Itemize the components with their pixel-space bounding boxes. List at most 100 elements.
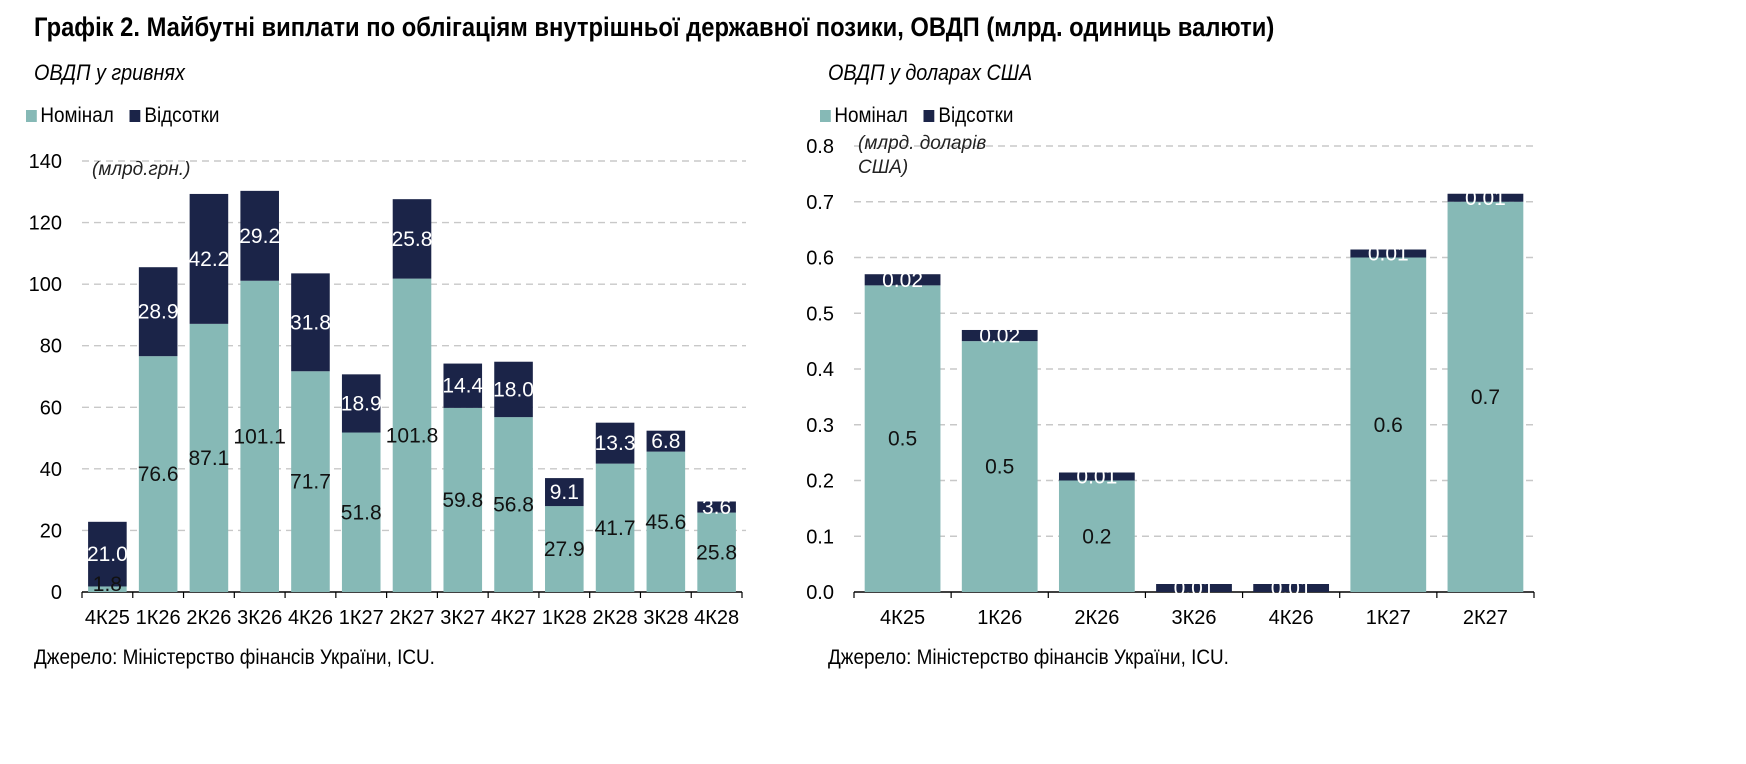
data-label-interest: 0.01	[1368, 243, 1409, 266]
right-subtitle: ОВДП у доларах США	[828, 60, 1033, 85]
x-tick-label: 4К26	[1269, 607, 1314, 629]
data-label-interest: 28.9	[138, 301, 179, 324]
legend-swatch-nominal	[26, 110, 37, 122]
x-tick-label: 3К27	[440, 607, 485, 629]
bar-interest	[961, 329, 1038, 342]
bar-nominal	[341, 432, 381, 592]
bar-interest	[595, 422, 635, 464]
data-label-interest: 29.2	[239, 225, 280, 248]
y-tick-label: 0.5	[806, 303, 834, 325]
legend-swatch-interest	[923, 110, 935, 122]
data-label-nominal: 27.9	[544, 538, 585, 561]
unit-note: (млрд.грн.)	[92, 159, 190, 180]
y-tick-label: 140	[29, 151, 62, 173]
bar-nominal	[392, 278, 432, 592]
left-legend-nominal: Номінал	[26, 104, 114, 128]
bar-nominal	[443, 407, 483, 592]
data-label-nominal: 0.7	[1471, 386, 1500, 409]
bar-nominal	[88, 586, 127, 592]
bar-nominal	[697, 512, 736, 592]
right-legend-nominal: Номінал	[820, 104, 908, 128]
data-label-nominal: 71.7	[290, 471, 331, 494]
y-tick-label: 0.6	[806, 248, 834, 270]
data-label-nominal: 101.1	[233, 425, 286, 448]
bar-nominal	[961, 341, 1038, 592]
bar-interest	[1350, 249, 1427, 258]
x-tick-label: 3К28	[643, 607, 688, 629]
bar-nominal	[545, 506, 584, 592]
data-label-interest: 0.01	[1076, 466, 1117, 489]
x-tick-label: 3К26	[237, 607, 282, 629]
legend-label-interest: Відсотки	[144, 104, 220, 127]
bar-nominal	[595, 463, 635, 592]
legend-label-interest: Відсотки	[938, 104, 1014, 127]
x-tick-label: 3К26	[1171, 607, 1216, 629]
bar-interest	[1156, 584, 1232, 592]
y-tick-label: 0.8	[806, 136, 834, 158]
x-tick-label: 2К27	[389, 607, 434, 629]
legend-swatch-interest	[129, 110, 141, 122]
y-tick-label: 0.3	[806, 415, 834, 437]
left-source: Джерело: Міністерство фінансів України, …	[34, 646, 435, 669]
data-label-interest: 31.8	[290, 311, 331, 334]
data-label-interest: 18.0	[493, 378, 534, 401]
bar-nominal	[494, 417, 533, 592]
x-tick-label: 2К26	[1074, 607, 1119, 629]
bar-interest	[392, 199, 432, 279]
bar-nominal	[240, 280, 279, 592]
x-tick-label: 2К28	[593, 607, 638, 629]
data-label-interest: 0.01	[1271, 577, 1312, 600]
bar-interest	[88, 521, 127, 587]
x-tick-label: 2К27	[1463, 607, 1508, 629]
bar-interest	[1447, 193, 1524, 202]
y-tick-label: 40	[40, 459, 62, 481]
left-legend: Номінал Відсотки	[26, 104, 236, 128]
bar-nominal	[1350, 257, 1427, 592]
data-label-nominal: 51.8	[341, 501, 382, 524]
bar-nominal	[138, 356, 178, 592]
bar-nominal	[189, 323, 229, 592]
bar-nominal	[646, 451, 686, 592]
data-label-interest: 0.02	[979, 325, 1020, 348]
x-tick-label: 1К27	[339, 607, 384, 629]
bar-nominal	[1447, 201, 1524, 592]
bar-interest	[864, 274, 941, 286]
data-label-nominal: 0.5	[888, 428, 917, 451]
data-label-nominal: 101.8	[386, 424, 439, 447]
y-tick-label: 80	[40, 336, 62, 358]
y-tick-label: 0	[51, 582, 62, 604]
data-label-interest: 0.01	[1465, 187, 1506, 210]
data-label-nominal: 0.2	[1082, 525, 1111, 548]
data-label-nominal: 41.7	[595, 517, 636, 540]
bar-interest	[138, 267, 178, 357]
y-tick-label: 20	[40, 520, 62, 542]
bar-nominal	[1058, 480, 1135, 592]
y-tick-label: 120	[29, 213, 62, 235]
data-label-interest: 6.8	[651, 430, 680, 453]
legend-swatch-nominal	[820, 110, 831, 122]
data-label-interest: 42.2	[188, 248, 229, 271]
data-label-interest: 3.6	[702, 496, 731, 519]
right-chart: 0.0 0.1 0.2 0.3 0.4 0.5 0.6 0.7 0.8 (млрд. доларі…	[806, 133, 1538, 629]
y-tick-label: 100	[29, 274, 62, 296]
bar-interest	[697, 501, 736, 513]
data-label-nominal: 1.8	[93, 573, 122, 596]
x-tick-label: 4К25	[880, 607, 925, 629]
x-tick-label: 1К26	[136, 607, 181, 629]
data-label-interest: 18.9	[341, 392, 382, 415]
y-tick-label: 0.4	[806, 359, 834, 381]
bar-interest	[1253, 584, 1330, 592]
data-label-interest: 25.8	[392, 228, 433, 251]
right-legend-interest: Відсотки	[923, 104, 1014, 128]
bar-interest	[646, 430, 686, 452]
bar-interest	[1058, 472, 1135, 481]
data-label-interest: 0.02	[882, 269, 923, 292]
left-chart: 0 20 40 60 80 100 120 140 (млрд.грн.) 4К25 1.8 21.0…	[29, 151, 746, 629]
data-label-nominal: 0.6	[1374, 414, 1403, 437]
unit-note: США)	[858, 157, 908, 178]
legend-label-nominal: Номінал	[40, 104, 114, 127]
x-tick-label: 4К25	[85, 607, 130, 629]
bar-interest	[443, 363, 483, 408]
data-label-interest: 21.0	[87, 543, 128, 566]
bar-interest	[189, 193, 229, 324]
